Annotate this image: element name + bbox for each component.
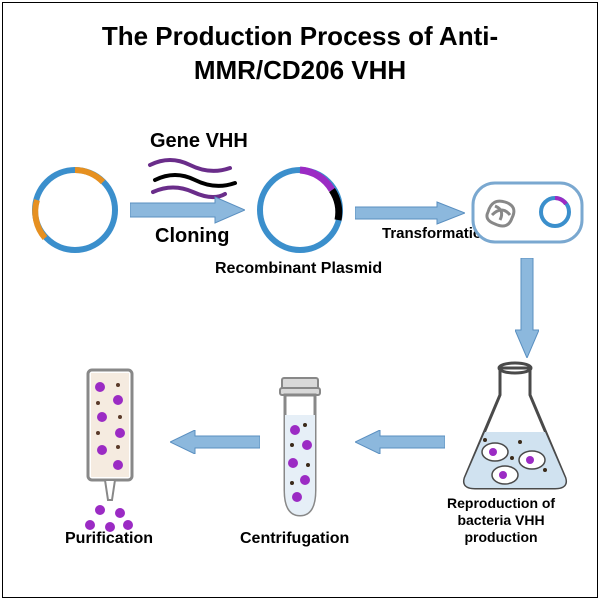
cloning-label: Cloning — [155, 225, 229, 248]
recombinant-label: Recombinant Plasmid — [215, 260, 382, 278]
tube-icon — [265, 375, 335, 525]
plasmid-recombinant-icon — [250, 160, 350, 260]
purification-column-icon — [70, 365, 150, 540]
arrow-transformation-icon — [355, 200, 465, 226]
reproduction-label: Reproduction of bacteria VHH production — [447, 495, 555, 545]
arrow-tube-purification-icon — [170, 430, 260, 454]
main-title: The Production Process of Anti- MMR/CD20… — [0, 20, 600, 88]
arrow-cloning-icon — [130, 195, 245, 225]
gene-squiggles-icon — [145, 150, 245, 200]
arrow-down-icon — [515, 258, 539, 358]
title-line1: The Production Process of Anti- — [102, 21, 498, 51]
title-line2: MMR/CD206 VHH — [194, 55, 406, 85]
bacterium-cell-icon — [470, 180, 585, 245]
arrow-flask-tube-icon — [355, 430, 445, 454]
flask-icon — [450, 360, 580, 495]
centrifugation-label: Centrifugation — [240, 530, 349, 548]
plasmid-empty-icon — [25, 160, 125, 260]
